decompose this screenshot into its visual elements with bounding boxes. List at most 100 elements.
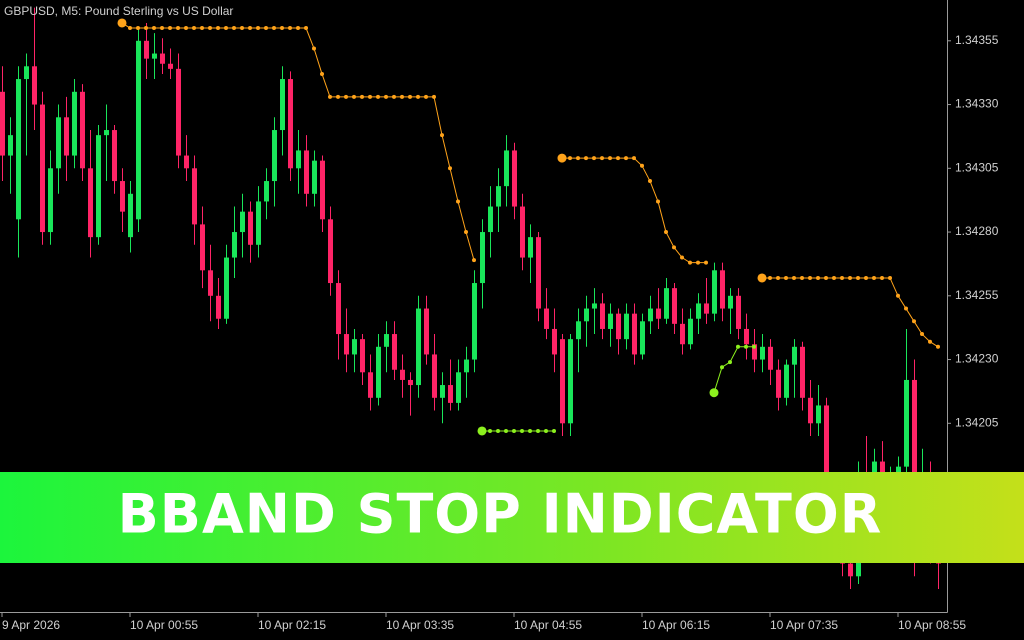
- candle-body: [608, 313, 613, 329]
- candle-body: [520, 206, 525, 258]
- stop-dot: [520, 428, 524, 433]
- stop-dot: [488, 428, 492, 433]
- stop-dot: [688, 260, 692, 265]
- stop-dot: [528, 428, 532, 433]
- candle-body: [248, 211, 253, 245]
- candle-body: [336, 283, 341, 335]
- stop-dot: [872, 275, 876, 280]
- candle-body: [416, 308, 421, 386]
- candle-body: [656, 308, 661, 319]
- candle-body: [16, 79, 21, 220]
- candle-body: [440, 385, 445, 398]
- stop-dot: [424, 94, 428, 99]
- y-tick-label: 1.34255: [955, 288, 999, 302]
- candle-body: [528, 237, 533, 258]
- stop-dot: [864, 275, 868, 280]
- stop-dot: [544, 428, 548, 433]
- candle-body: [200, 224, 205, 271]
- candle-body: [584, 308, 589, 322]
- stop-dot: [416, 94, 420, 99]
- stop-dot: [880, 275, 884, 280]
- stop-dot: [800, 275, 804, 280]
- stop-dot: [888, 275, 892, 280]
- stop-dot: [248, 26, 252, 31]
- stop-dot: [504, 428, 508, 433]
- x-tick-label: 10 Apr 07:35: [770, 618, 838, 632]
- candle-body: [216, 295, 221, 319]
- candle-body: [504, 150, 509, 187]
- candle-body: [912, 379, 917, 488]
- candle-body: [360, 339, 365, 373]
- candle-body: [272, 130, 277, 182]
- candle-body: [752, 344, 757, 360]
- stop-dot: [536, 428, 540, 433]
- stop-dot: [392, 94, 396, 99]
- x-tick-label: 9 Apr 2026: [2, 618, 60, 632]
- candle-body: [448, 385, 453, 403]
- candle-body: [104, 130, 109, 136]
- stop-dot: [896, 293, 900, 298]
- stop-dot: [576, 156, 580, 161]
- candle-body: [680, 323, 685, 345]
- stop-dot: [632, 156, 636, 161]
- stop-dot: [832, 275, 836, 280]
- candle-body: [904, 379, 909, 467]
- stop-dot: [280, 26, 284, 31]
- candle-body: [600, 303, 605, 329]
- stop-dot: [312, 46, 316, 51]
- candle-body: [88, 168, 93, 238]
- stop-dot: [336, 94, 340, 99]
- candle-body: [72, 91, 77, 156]
- candle-body: [368, 372, 373, 398]
- candle-body: [224, 257, 229, 319]
- candle-body: [808, 397, 813, 424]
- stop-dot: [240, 26, 244, 31]
- stop-dot: [464, 230, 468, 235]
- x-tick-label: 10 Apr 03:35: [386, 618, 454, 632]
- candle-body: [480, 232, 485, 284]
- candle-body: [328, 219, 333, 284]
- stop-dot: [128, 26, 132, 31]
- candle-body: [144, 40, 149, 59]
- candle-body: [96, 135, 101, 238]
- candle-body: [640, 321, 645, 355]
- y-tick-label: 1.34280: [955, 224, 999, 238]
- candle-body: [160, 53, 165, 64]
- candle-body: [392, 334, 397, 370]
- stop-dot: [568, 156, 572, 161]
- stop-dot: [736, 344, 740, 349]
- stop-dot: [840, 275, 844, 280]
- stop-dot: [160, 26, 164, 31]
- candle-body: [400, 369, 405, 380]
- stop-dot: [728, 360, 732, 365]
- candle-body: [128, 193, 133, 238]
- stop-dot: [376, 94, 380, 99]
- candle-body: [120, 181, 125, 212]
- stop-dot: [744, 344, 748, 349]
- stop-dot: [117, 18, 127, 28]
- candle-body: [560, 339, 565, 424]
- candle-body: [24, 66, 29, 80]
- candle-body: [240, 211, 245, 233]
- candle-body: [728, 295, 733, 309]
- y-tick-label: 1.34355: [955, 33, 999, 47]
- stop-dot: [512, 428, 516, 433]
- banner-text: BBAND STOP INDICATOR: [118, 483, 883, 546]
- stop-dot: [808, 275, 812, 280]
- stop-dot: [792, 275, 796, 280]
- candle-body: [184, 155, 189, 169]
- stop-dot: [696, 260, 700, 265]
- stop-dot: [672, 245, 676, 250]
- stop-dot: [176, 26, 180, 31]
- candle-body: [48, 168, 53, 233]
- stop-dot: [232, 26, 236, 31]
- candle-body: [488, 206, 493, 233]
- stop-dot: [496, 428, 500, 433]
- candle-body: [552, 328, 557, 355]
- stop-dot: [432, 94, 436, 99]
- stop-dot: [200, 26, 204, 31]
- candle-body: [232, 232, 237, 258]
- y-tick-label: 1.34230: [955, 352, 999, 366]
- candle-body: [704, 303, 709, 314]
